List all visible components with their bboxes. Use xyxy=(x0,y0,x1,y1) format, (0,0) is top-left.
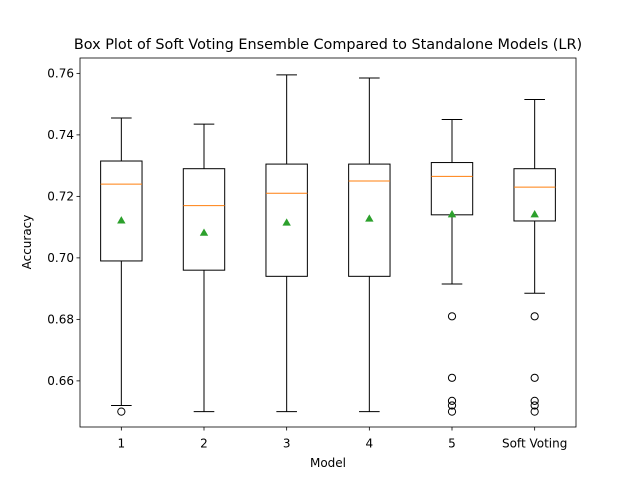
y-tick-label: 0.68 xyxy=(47,313,74,327)
outlier-point xyxy=(530,396,539,405)
outlier-point xyxy=(447,396,457,405)
y-tick-label: 0.76 xyxy=(47,67,74,81)
outlier-point xyxy=(447,373,457,382)
outlier-point xyxy=(530,312,539,321)
outlier-point xyxy=(530,401,539,410)
mean-marker xyxy=(117,216,126,224)
x-tick-label: 3 xyxy=(283,437,291,451)
x-tick-label: 5 xyxy=(448,437,456,451)
box-iqr xyxy=(348,163,391,277)
chart-title: Box Plot of Soft Voting Ensemble Compare… xyxy=(74,37,582,53)
x-tick-label: 1 xyxy=(118,437,126,451)
plot-area: 0.66 0.68 0.70 0.72 0.74 0.76 1 2 3 4 5 Soft Voting xyxy=(47,57,577,451)
box-iqr xyxy=(182,168,226,271)
y-tick-label: 0.72 xyxy=(47,190,74,204)
outlier-point xyxy=(447,401,457,410)
y-tick-label: 0.74 xyxy=(47,128,74,142)
outlier-point xyxy=(447,407,457,416)
y-tick-label: 0.66 xyxy=(47,374,74,388)
y-tick-label: 0.70 xyxy=(47,251,74,265)
y-axis-label: Accuracy xyxy=(20,215,34,270)
outlier-point xyxy=(530,407,539,416)
box-iqr xyxy=(100,160,143,262)
mean-marker xyxy=(447,210,457,218)
mean-marker xyxy=(199,228,209,236)
x-axis-label: Model xyxy=(310,456,346,470)
x-tick-label: Soft Voting xyxy=(502,437,567,451)
outlier-point xyxy=(447,312,457,321)
axes-frame xyxy=(79,57,577,428)
outlier-point xyxy=(530,373,539,382)
mean-marker xyxy=(530,210,539,218)
mean-marker xyxy=(282,218,291,226)
outlier-point xyxy=(117,407,126,416)
box-iqr xyxy=(265,163,308,277)
x-tick-label: 2 xyxy=(200,437,208,451)
box-iqr xyxy=(513,168,556,222)
mean-marker xyxy=(365,214,374,222)
x-tick-label: 4 xyxy=(366,437,374,451)
